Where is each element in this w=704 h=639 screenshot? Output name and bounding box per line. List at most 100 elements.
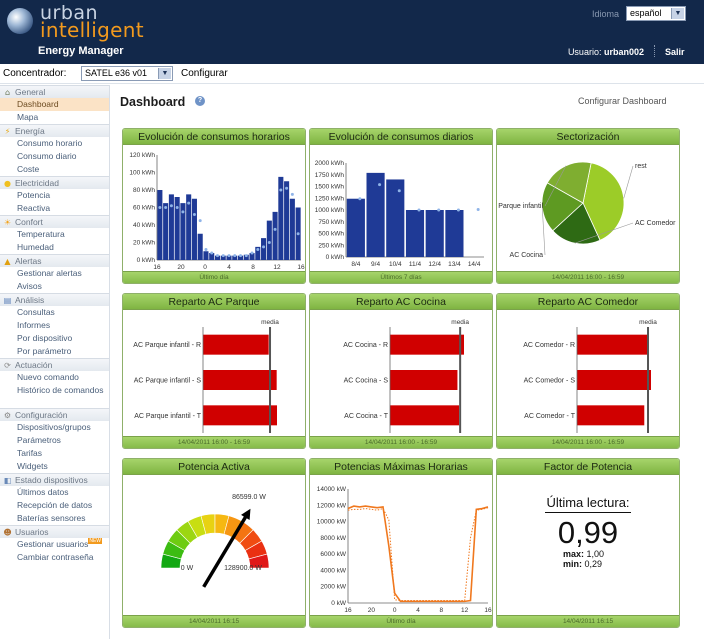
- y-tick-label: 60 kWh: [133, 205, 155, 212]
- bar: [203, 334, 269, 355]
- sidebar-section-3: ☀ Confort: [0, 215, 109, 228]
- sidebar-item[interactable]: Nuevo comando: [0, 371, 109, 384]
- scatter-point: [239, 254, 243, 258]
- lightning-icon: ⚡: [4, 126, 11, 136]
- pie-slice-label: AC Parque infantil: [497, 203, 543, 210]
- gauge-min-label: 0 W: [181, 565, 194, 572]
- widget-title: Reparto AC Parque: [123, 294, 305, 310]
- chart-icon: ▤: [3, 295, 12, 305]
- sidebar-item[interactable]: Histórico de comandos: [0, 384, 109, 408]
- bar: [168, 194, 174, 260]
- sidebar-item[interactable]: Consumo horario: [0, 137, 109, 150]
- header-divider: [654, 45, 655, 57]
- pie-leader-line: [544, 165, 567, 207]
- sidebar-item[interactable]: Baterías sensores: [0, 512, 109, 525]
- sidebar-item[interactable]: Parámetros: [0, 434, 109, 447]
- scatter-point: [250, 251, 254, 255]
- bar: [243, 254, 249, 260]
- language-select[interactable]: español ▼: [626, 6, 686, 21]
- category-label: AC Parque infantil - S: [134, 378, 202, 385]
- y-tick-label: 10000 kW: [317, 519, 347, 526]
- sidebar-item[interactable]: Últimos datos: [0, 486, 109, 499]
- y-tick-label: 2000 kWh: [315, 160, 345, 167]
- bar: [203, 405, 277, 426]
- concentrator-select[interactable]: SATEL e36 v01 ▼: [81, 66, 173, 81]
- sidebar-item[interactable]: Widgets: [0, 460, 109, 473]
- factor-min-label: min:: [563, 559, 582, 569]
- widget-title: Sectorización: [497, 129, 679, 145]
- category-label: AC Comedor - R: [523, 342, 575, 349]
- sidebar-item[interactable]: Coste: [0, 163, 109, 176]
- sidebar-item[interactable]: Gestionar alertas: [0, 267, 109, 280]
- bar: [366, 172, 385, 257]
- parque-bar-chart: AC Parque infantil - R AC Parque infantil…: [133, 319, 279, 433]
- sidebar-item[interactable]: Potencia: [0, 189, 109, 202]
- bar: [255, 246, 261, 260]
- category-label: AC Parque infantil - T: [134, 413, 202, 420]
- bar: [186, 194, 192, 260]
- y-tick-label: 4000 kW: [320, 567, 347, 574]
- sidebar-item[interactable]: Dashboard: [0, 98, 109, 111]
- x-tick-label: 10/4: [389, 261, 402, 268]
- widget-factor: Factor de Potencia Última lectura: 0,99 …: [496, 458, 680, 628]
- widget-maximas: Potencias Máximas Horarias 0 kW 2000 kW 40…: [309, 458, 493, 628]
- scatter-point: [437, 208, 441, 212]
- x-tick-label: 16: [344, 607, 352, 614]
- y-tick-label: 1250 kWh: [315, 195, 345, 202]
- scatter-point: [256, 248, 260, 251]
- sidebar-item[interactable]: Tarifas: [0, 447, 109, 460]
- category-label: AC Cocina - R: [343, 342, 388, 349]
- sidebar-item[interactable]: Consumo diario: [0, 150, 109, 163]
- sidebar-item-label: Histórico de comandos: [17, 385, 104, 395]
- sidebar-item-label: Humedad: [17, 242, 54, 252]
- factor-max: max: 1,00: [563, 549, 604, 559]
- user-name: urban002: [603, 47, 644, 57]
- sidebar-item[interactable]: Por parámetro: [0, 345, 109, 358]
- gauge-needle-head: [241, 508, 251, 520]
- media-label: media: [451, 319, 469, 326]
- sidebar-item[interactable]: Dispositivos/grupos: [0, 421, 109, 434]
- bar: [226, 255, 232, 260]
- sidebar-item[interactable]: Gestionar usuariosNEW: [0, 538, 109, 551]
- scatter-point: [279, 188, 283, 192]
- y-tick-label: 80 kWh: [133, 187, 155, 194]
- x-tick-label: 8/4: [351, 261, 360, 268]
- sidebar-item[interactable]: Reactiva: [0, 202, 109, 215]
- actuation-icon: ⟳: [4, 360, 11, 370]
- bar: [289, 198, 295, 260]
- sidebar-item[interactable]: Temperatura: [0, 228, 109, 241]
- bar: [180, 203, 186, 260]
- sidebar-item[interactable]: Humedad: [0, 241, 109, 254]
- daily-chart: 0 kWh 250 kWh 500 kWh 750 kWh 1000 kWh 1250 k…: [315, 160, 484, 268]
- bar: [163, 203, 169, 260]
- concentrator-label: Concentrador:: [3, 68, 67, 79]
- sidebar-item[interactable]: Cambiar contraseña: [0, 551, 109, 564]
- sidebar-item-label: Potencia: [17, 190, 51, 200]
- bar: [272, 211, 278, 260]
- sidebar-item[interactable]: Consultas: [0, 306, 109, 319]
- bar: [214, 255, 221, 260]
- sidebar-section-4: ▲ Alertas: [0, 254, 109, 267]
- media-label: media: [639, 319, 657, 326]
- help-icon[interactable]: ?: [195, 96, 205, 106]
- bar: [445, 210, 464, 257]
- bar: [405, 210, 425, 257]
- scatter-point: [417, 208, 421, 212]
- warning-icon: ▲: [4, 256, 11, 266]
- sidebar-item[interactable]: Avisos: [0, 280, 109, 293]
- widget-title: Factor de Potencia: [497, 459, 679, 475]
- widget-title: Potencias Máximas Horarias: [310, 459, 492, 475]
- sidebar-item[interactable]: Informes: [0, 319, 109, 332]
- sidebar-item-label: Tarifas: [17, 448, 43, 458]
- logout-link[interactable]: Salir: [665, 47, 685, 57]
- x-tick-label: 12/4: [428, 261, 441, 268]
- sidebar-section-title: Análisis: [15, 295, 45, 305]
- maximas-line-chart: 0 kW 2000 kW 4000 kW 6000 kW 8000 kW 10000 kW…: [317, 486, 492, 614]
- sidebar-item[interactable]: Por dispositivo: [0, 332, 109, 345]
- bar: [203, 251, 209, 260]
- scatter-point: [164, 206, 168, 209]
- sidebar-item[interactable]: Mapa: [0, 111, 109, 124]
- configure-dashboard-link[interactable]: Configurar Dashboard: [578, 96, 667, 106]
- sidebar-item[interactable]: Recepción de datos: [0, 499, 109, 512]
- concentrator-config-link[interactable]: Configurar: [181, 68, 228, 79]
